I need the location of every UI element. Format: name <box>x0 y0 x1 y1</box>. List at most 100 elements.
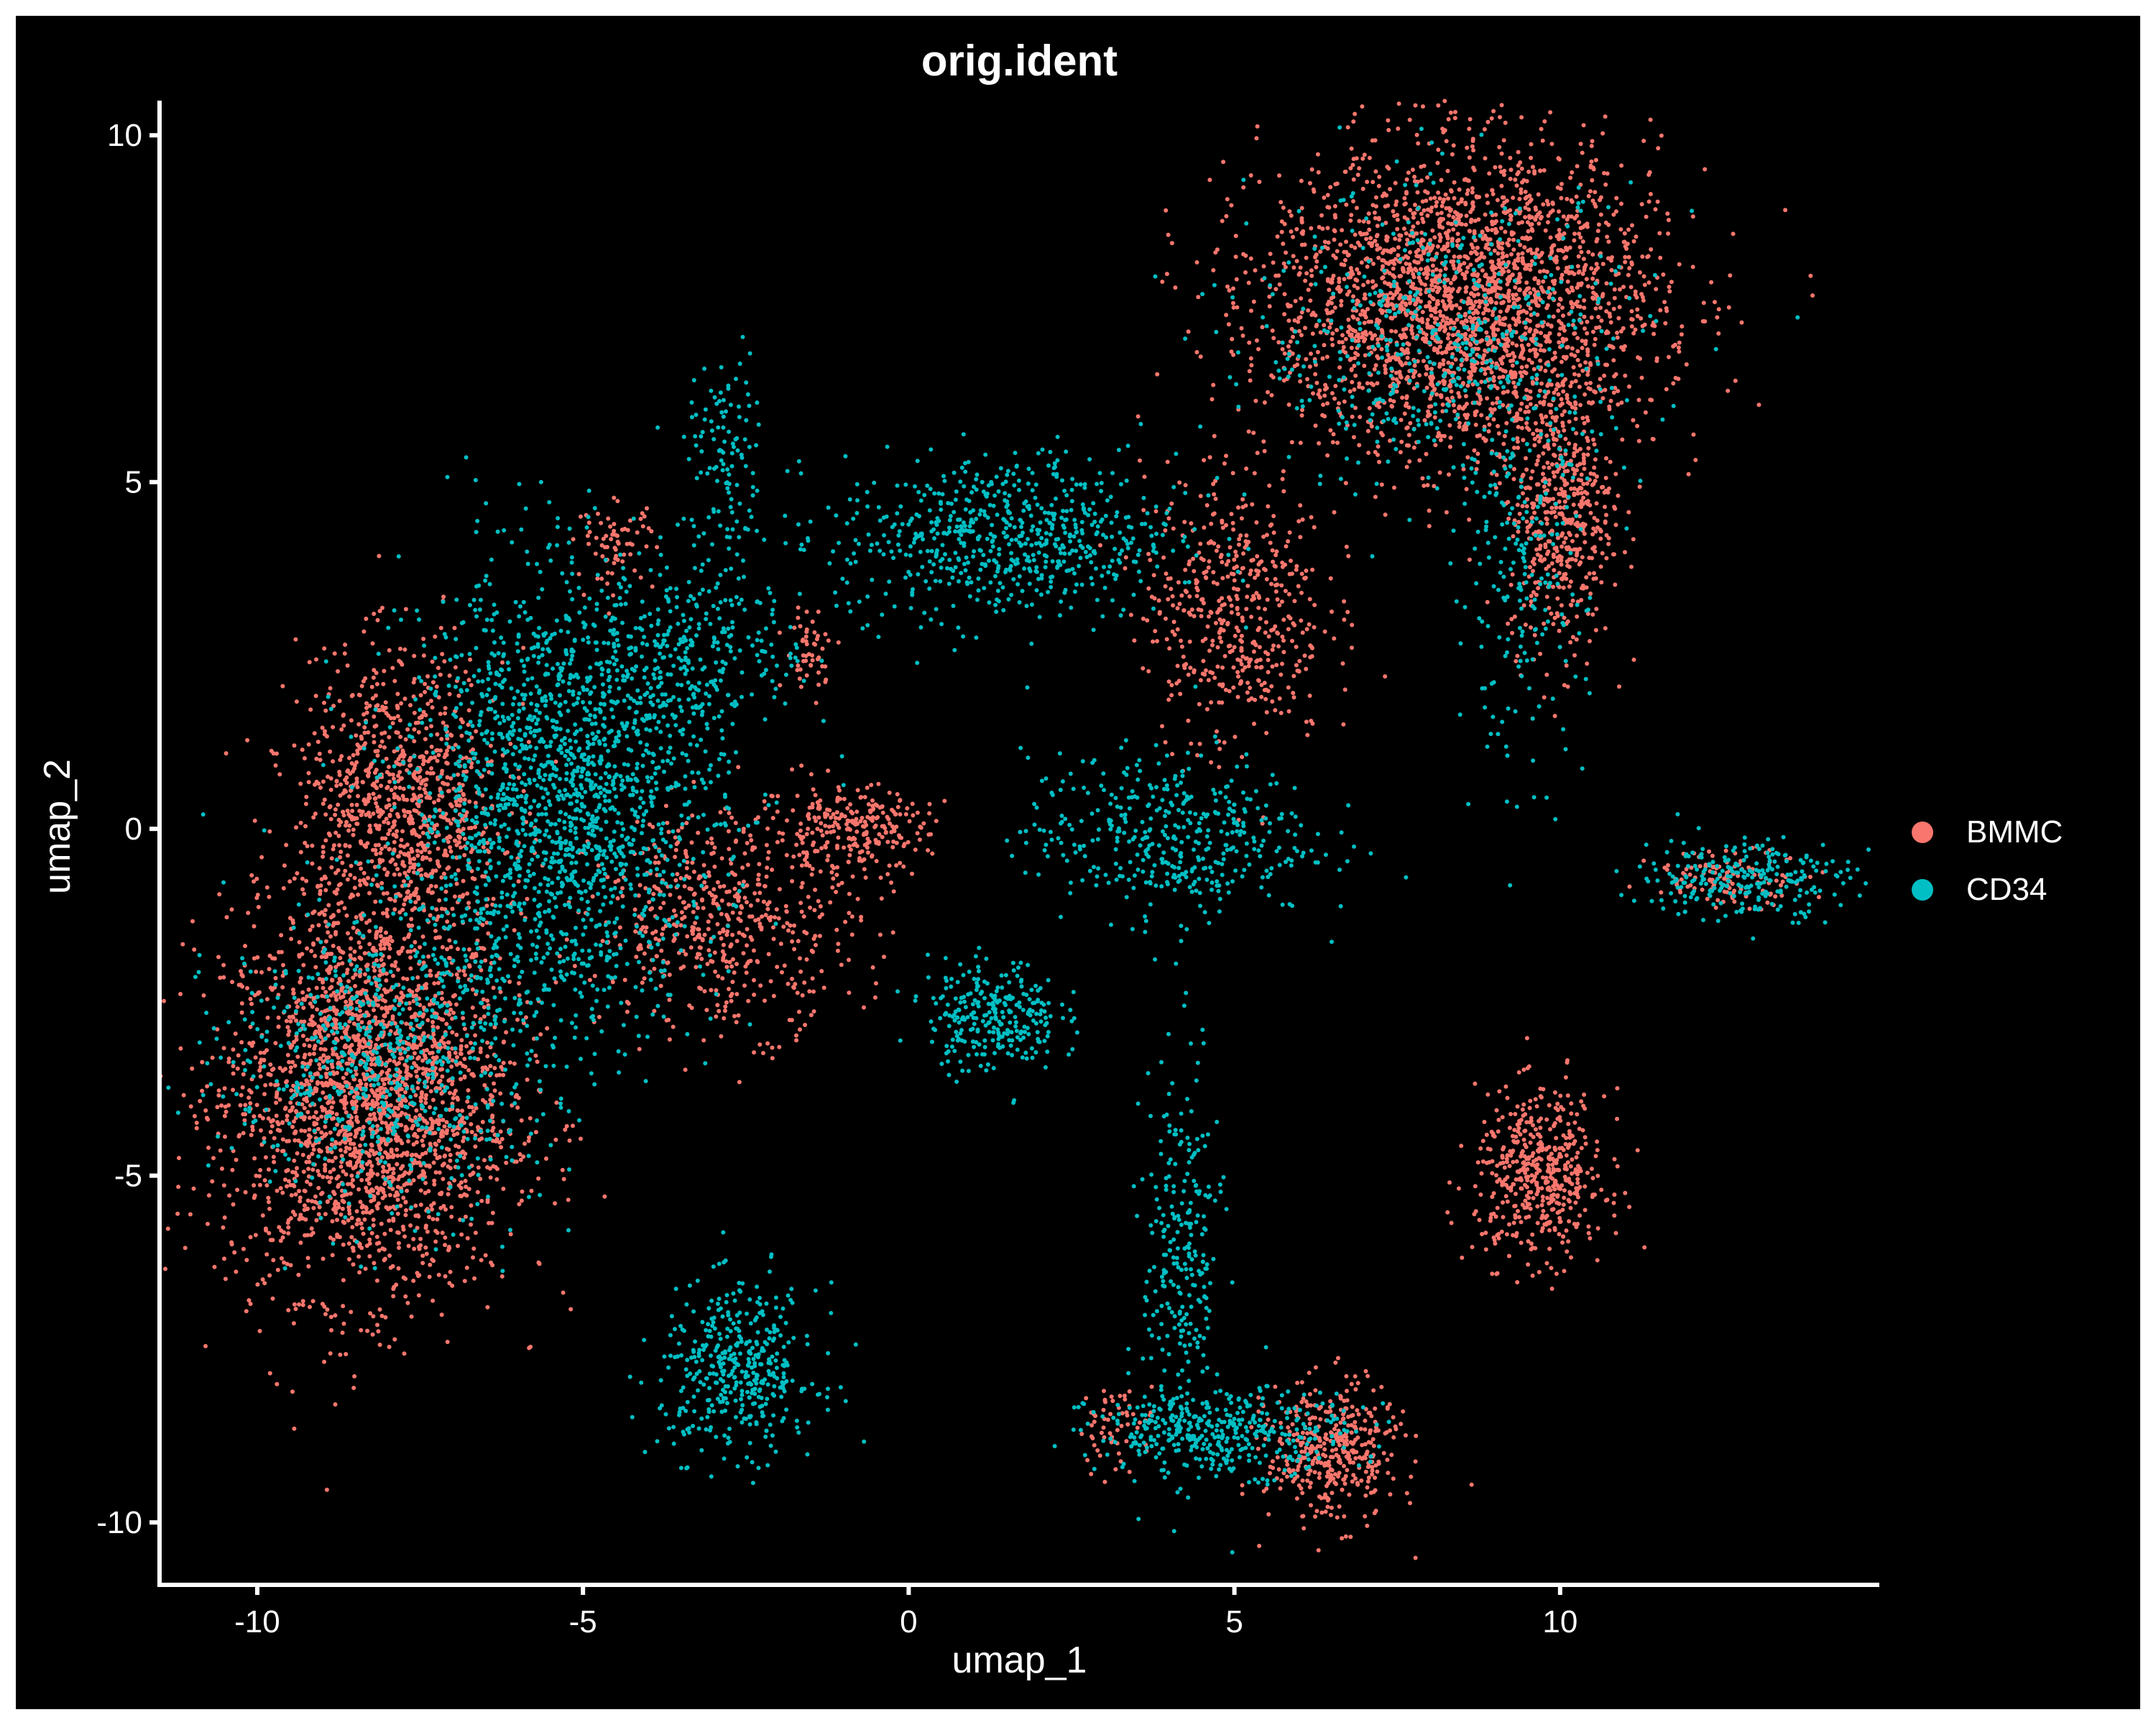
scatter-point <box>641 966 646 970</box>
scatter-point <box>1593 157 1598 162</box>
scatter-point <box>238 983 243 988</box>
scatter-point <box>329 1105 334 1110</box>
scatter-point <box>361 712 367 717</box>
scatter-point <box>334 1112 339 1117</box>
scatter-point <box>305 1179 310 1184</box>
scatter-point <box>352 1374 357 1379</box>
scatter-point <box>1584 277 1589 282</box>
scatter-point <box>1491 109 1496 114</box>
scatter-point <box>745 961 750 966</box>
scatter-point <box>429 1080 434 1085</box>
scatter-point <box>836 883 841 888</box>
scatter-point <box>359 684 364 689</box>
scatter-point <box>326 930 331 935</box>
scatter-point <box>405 809 410 814</box>
scatter-point <box>348 873 353 878</box>
scatter-point <box>288 1070 293 1075</box>
scatter-point <box>285 1025 290 1030</box>
scatter-point <box>414 1140 419 1145</box>
scatter-point <box>415 1074 420 1079</box>
scatter-point <box>1434 203 1439 208</box>
scatter-point <box>800 880 805 886</box>
scatter-point <box>402 1351 407 1356</box>
scatter-point <box>469 1203 474 1208</box>
scatter-point <box>804 957 809 962</box>
scatter-point <box>241 1246 246 1251</box>
scatter-point <box>661 901 666 906</box>
scatter-point <box>790 939 795 944</box>
scatter-point <box>412 829 417 834</box>
scatter-point <box>271 1067 276 1072</box>
scatter-point <box>1661 272 1666 277</box>
scatter-point <box>222 1256 226 1261</box>
scatter-point <box>1648 192 1653 196</box>
scatter-point <box>642 951 647 956</box>
scatter-point <box>389 1121 394 1126</box>
scatter-point <box>336 1202 341 1206</box>
scatter-point <box>335 1122 340 1127</box>
scatter-point <box>469 1072 474 1077</box>
scatter-point <box>383 1315 388 1320</box>
scatter-point <box>299 1081 304 1086</box>
scatter-point <box>804 832 809 837</box>
scatter-point <box>418 1236 423 1241</box>
scatter-point <box>391 1171 396 1176</box>
scatter-point <box>371 811 376 816</box>
scatter-point <box>1325 193 1330 198</box>
scatter-point <box>351 827 356 832</box>
scatter-point <box>344 1027 349 1032</box>
scatter-point <box>402 879 406 884</box>
scatter-point <box>423 1118 428 1123</box>
scatter-point <box>372 612 377 616</box>
scatter-point <box>437 1154 442 1159</box>
scatter-point <box>289 937 294 942</box>
scatter-point <box>298 1199 303 1204</box>
scatter-point <box>451 1133 456 1137</box>
scatter-point <box>403 1213 408 1218</box>
scatter-point <box>258 1074 263 1079</box>
scatter-point <box>298 850 303 855</box>
scatter-point <box>286 1225 291 1230</box>
scatter-point <box>865 786 870 790</box>
scatter-point <box>216 954 221 960</box>
scatter-point <box>1442 98 1447 104</box>
scatter-point <box>385 1130 390 1135</box>
scatter-point <box>439 1017 444 1022</box>
scatter-point <box>615 558 620 562</box>
scatter-point <box>397 1246 401 1250</box>
scatter-point <box>440 652 445 656</box>
scatter-point <box>882 954 886 960</box>
scatter-point <box>357 809 362 814</box>
scatter-point <box>745 900 749 905</box>
scatter-point <box>430 705 435 710</box>
scatter-point <box>461 1121 466 1126</box>
scatter-point <box>780 970 784 975</box>
scatter-point <box>691 779 696 784</box>
scatter-point <box>432 800 437 805</box>
scatter-point <box>194 1121 199 1126</box>
scatter-point <box>343 1140 348 1145</box>
scatter-point <box>1519 426 1524 431</box>
scatter-point <box>1406 270 1411 275</box>
scatter-point <box>804 610 809 615</box>
scatter-point <box>797 1009 801 1014</box>
scatter-point <box>489 1260 494 1265</box>
scatter-point <box>363 980 368 985</box>
scatter-point <box>544 1156 548 1161</box>
scatter-point <box>420 857 425 862</box>
scatter-point <box>1355 285 1360 290</box>
scatter-point <box>425 702 430 707</box>
scatter-point <box>354 1072 359 1077</box>
scatter-point <box>450 1058 455 1063</box>
scatter-point <box>374 933 379 938</box>
scatter-point <box>321 850 326 855</box>
scatter-point <box>464 1184 469 1190</box>
scatter-point <box>359 1225 364 1230</box>
scatter-point <box>799 763 804 768</box>
scatter-point <box>790 865 795 870</box>
scatter-point <box>1667 285 1672 290</box>
scatter-point <box>325 1307 330 1312</box>
scatter-point <box>317 1031 322 1036</box>
scatter-point <box>702 880 707 885</box>
scatter-point <box>811 842 815 847</box>
